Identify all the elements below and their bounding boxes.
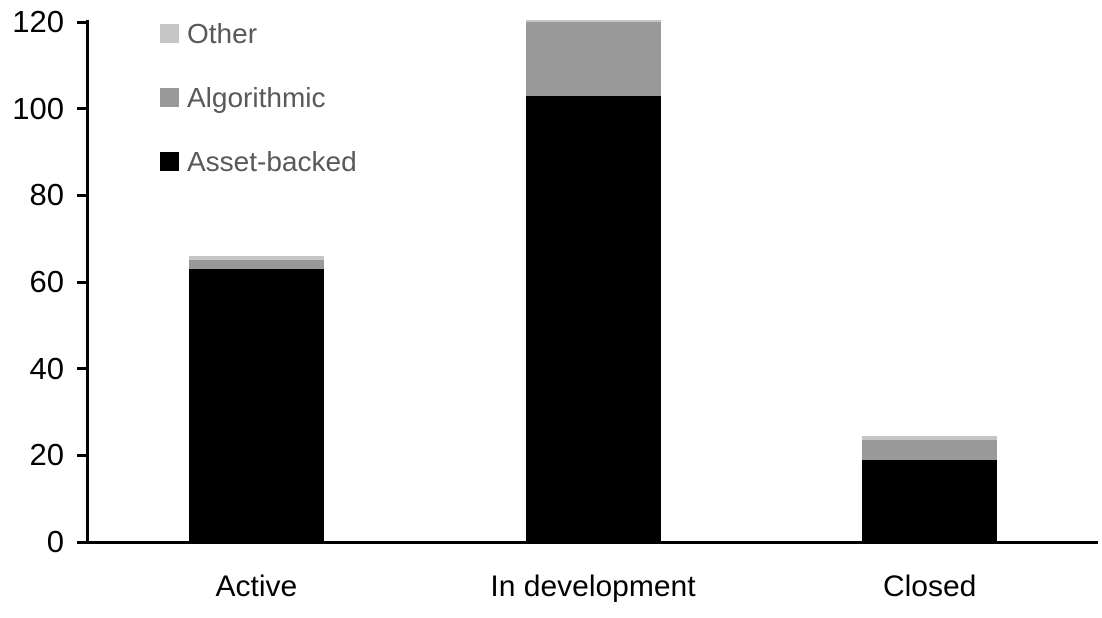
legend-label: Other — [187, 17, 258, 49]
legend-label: Asset-backed — [187, 145, 357, 177]
legend-item-algorithmic: Algorithmic — [160, 82, 357, 113]
legend-swatch-icon — [160, 152, 179, 171]
x-axis-label: In development — [490, 570, 696, 603]
bar-segment-closed-other — [862, 435, 998, 441]
y-tick-label: 60 — [29, 264, 64, 299]
bar-segment-closed-algorithmic — [862, 440, 998, 460]
y-tick-label: 40 — [29, 350, 64, 386]
legend-item-asset-backed: Asset-backed — [160, 146, 357, 177]
x-axis-label: Active — [215, 570, 298, 603]
legend-item-other: Other — [160, 18, 357, 49]
bar-segment-active-other — [188, 256, 324, 261]
x-axis-line — [86, 541, 1098, 544]
bar-segment-in-development-other — [525, 19, 661, 22]
legend: Other Algorithmic Asset-backed — [160, 18, 357, 216]
bar-segment-active-asset-backed — [188, 269, 324, 542]
y-tick-mark — [77, 453, 88, 457]
x-axis-label: Closed — [882, 570, 977, 603]
bar-segment-in-development-asset-backed — [525, 95, 661, 542]
y-tick-label: 0 — [46, 524, 64, 559]
legend-swatch-icon — [160, 24, 179, 43]
bar-segment-closed-asset-backed — [862, 459, 998, 542]
y-tick-mark — [77, 107, 88, 111]
y-tick-mark — [77, 193, 88, 197]
y-tick-label: 80 — [29, 177, 64, 213]
bar-segment-active-algorithmic — [188, 260, 324, 269]
y-tick-mark — [77, 540, 88, 544]
legend-swatch-icon — [160, 88, 179, 107]
y-tick-mark — [77, 280, 88, 284]
y-tick-mark — [77, 367, 88, 371]
legend-label: Algorithmic — [187, 81, 326, 113]
y-tick-mark — [77, 20, 88, 24]
y-tick-label: 20 — [29, 437, 64, 473]
y-tick-label: 100 — [12, 90, 64, 126]
y-tick-label: 120 — [12, 4, 64, 39]
bar-segment-in-development-algorithmic — [525, 22, 661, 96]
